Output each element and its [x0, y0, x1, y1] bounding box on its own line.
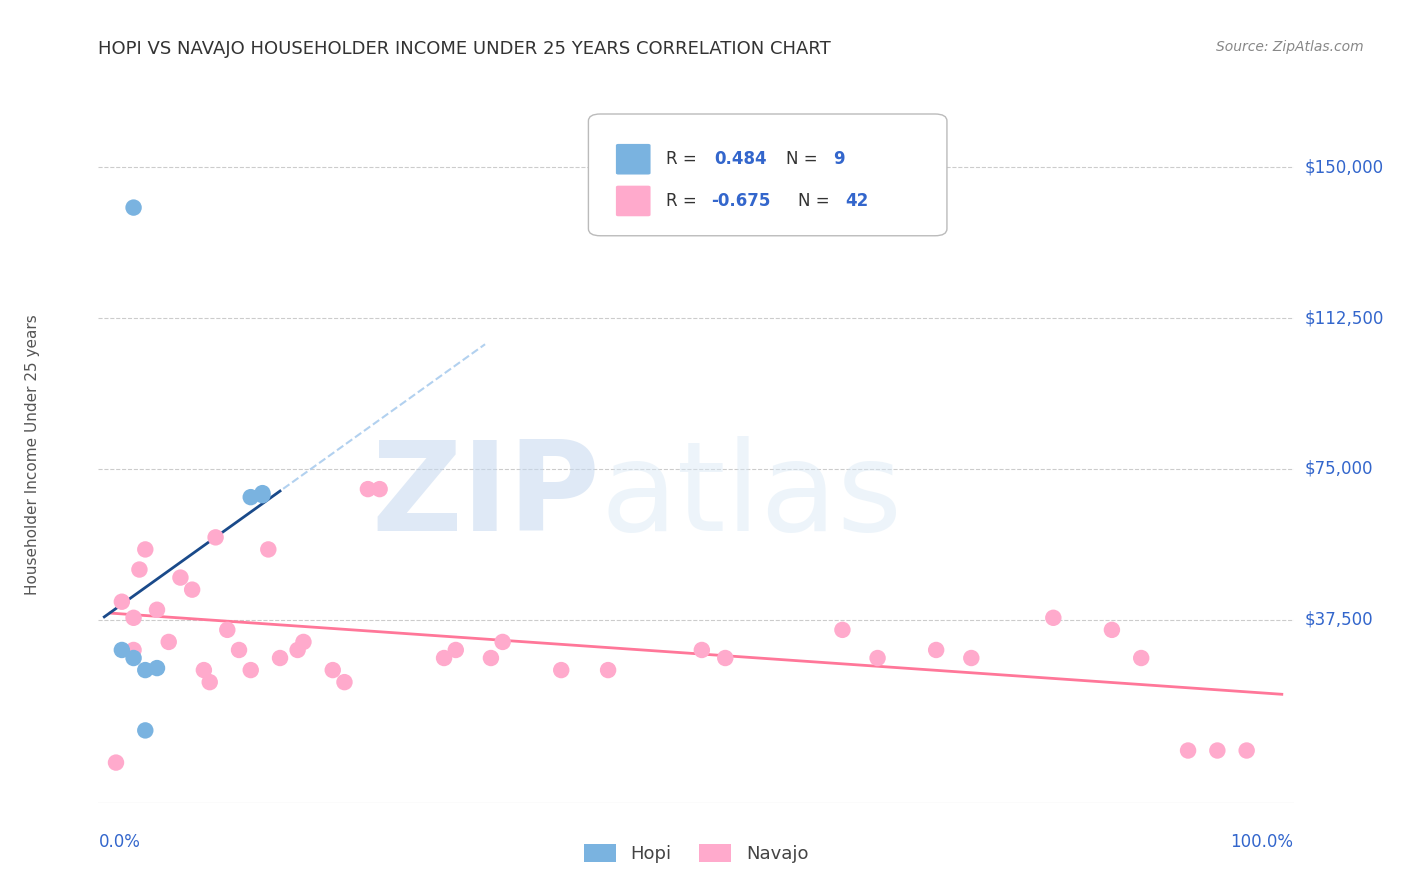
Point: [252, 486, 274, 500]
Text: N =: N =: [786, 150, 823, 169]
Point: [714, 651, 737, 665]
Text: N =: N =: [797, 192, 834, 210]
Point: [134, 723, 156, 738]
Point: [105, 756, 128, 770]
Text: Source: ZipAtlas.com: Source: ZipAtlas.com: [1216, 40, 1364, 54]
Point: [181, 582, 204, 597]
Point: [368, 482, 391, 496]
Point: [492, 635, 515, 649]
Point: [239, 663, 262, 677]
Text: 42: 42: [845, 192, 869, 210]
Point: [198, 675, 221, 690]
Text: $37,500: $37,500: [1305, 611, 1374, 629]
Point: [287, 643, 309, 657]
Point: [146, 661, 169, 675]
Point: [1206, 743, 1229, 757]
Point: [122, 611, 145, 625]
Point: [1177, 743, 1199, 757]
Point: [322, 663, 344, 677]
Point: [257, 542, 280, 557]
Point: [357, 482, 380, 496]
Point: [925, 643, 948, 657]
Text: atlas: atlas: [600, 436, 903, 558]
Text: 100.0%: 100.0%: [1230, 833, 1294, 851]
Point: [831, 623, 853, 637]
Legend: Hopi, Navajo: Hopi, Navajo: [576, 837, 815, 871]
Text: $75,000: $75,000: [1305, 460, 1374, 478]
Point: [146, 603, 169, 617]
Point: [1101, 623, 1123, 637]
FancyBboxPatch shape: [616, 144, 651, 175]
Point: [1042, 611, 1064, 625]
Point: [1130, 651, 1153, 665]
Point: [169, 571, 191, 585]
Point: [122, 201, 145, 215]
FancyBboxPatch shape: [588, 114, 946, 235]
Point: [333, 675, 356, 690]
Point: [433, 651, 456, 665]
Point: [239, 490, 262, 504]
Point: [111, 595, 134, 609]
Point: [134, 542, 156, 557]
Point: [596, 663, 619, 677]
Text: 9: 9: [834, 150, 845, 169]
Text: R =: R =: [666, 192, 702, 210]
Point: [292, 635, 315, 649]
Point: [228, 643, 250, 657]
Point: [444, 643, 467, 657]
Point: [960, 651, 983, 665]
Text: HOPI VS NAVAJO HOUSEHOLDER INCOME UNDER 25 YEARS CORRELATION CHART: HOPI VS NAVAJO HOUSEHOLDER INCOME UNDER …: [98, 40, 831, 58]
Point: [1236, 743, 1258, 757]
Point: [204, 530, 226, 544]
Point: [217, 623, 239, 637]
Point: [128, 562, 150, 576]
Point: [866, 651, 889, 665]
Text: $112,500: $112,500: [1305, 310, 1384, 327]
Point: [269, 651, 291, 665]
Point: [193, 663, 215, 677]
Text: 0.0%: 0.0%: [98, 833, 141, 851]
Point: [122, 643, 145, 657]
Text: R =: R =: [666, 150, 702, 169]
Point: [479, 651, 502, 665]
Point: [122, 651, 145, 665]
Point: [252, 488, 274, 502]
FancyBboxPatch shape: [616, 186, 651, 216]
Point: [134, 663, 156, 677]
Text: Householder Income Under 25 years: Householder Income Under 25 years: [25, 315, 41, 595]
Point: [550, 663, 572, 677]
Point: [111, 643, 134, 657]
Point: [690, 643, 713, 657]
Text: 0.484: 0.484: [714, 150, 766, 169]
Text: $150,000: $150,000: [1305, 159, 1384, 177]
Text: ZIP: ZIP: [371, 436, 600, 558]
Point: [157, 635, 180, 649]
Text: -0.675: -0.675: [711, 192, 770, 210]
